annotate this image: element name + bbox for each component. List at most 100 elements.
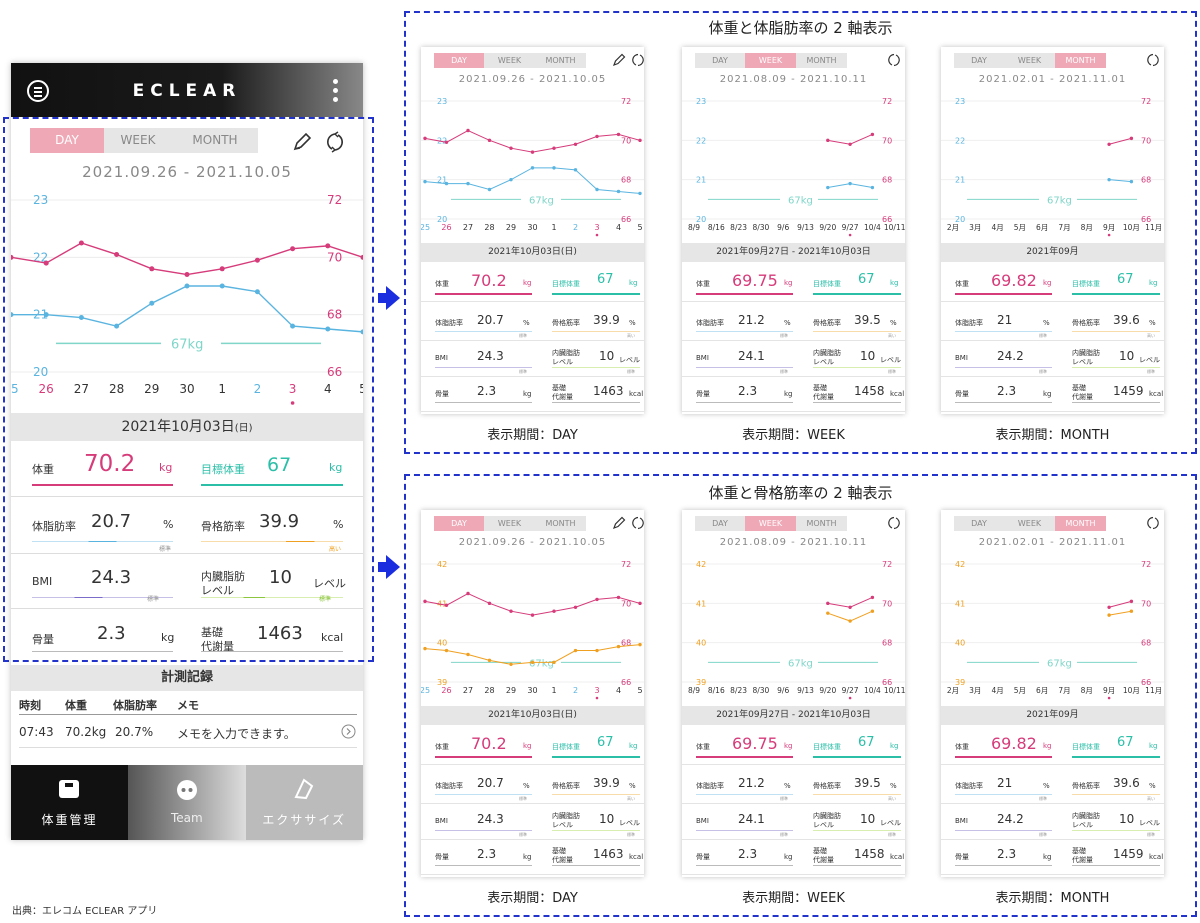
goal-value[interactable]: 67 bbox=[597, 735, 614, 750]
data-point bbox=[423, 179, 427, 184]
x-tick: 26 bbox=[441, 223, 451, 232]
x-tick: 6月 bbox=[1036, 686, 1048, 695]
refresh-icon[interactable] bbox=[1146, 516, 1160, 530]
x-tick: 2月 bbox=[947, 686, 959, 695]
menu-icon[interactable] bbox=[27, 80, 49, 102]
visceral-status: 標準 bbox=[627, 369, 635, 374]
x-tick: 5月 bbox=[1014, 686, 1026, 695]
tab-month[interactable]: MONTH bbox=[796, 516, 847, 531]
panel-week: DAY WEEK MONTH 2021.08.09 - 2021.10.11 23 72 2… bbox=[682, 47, 905, 414]
bone-value: 2.3 bbox=[477, 384, 497, 398]
records-title: 計測記録 bbox=[11, 665, 363, 691]
edit-icon[interactable] bbox=[291, 131, 313, 153]
weight-value: 69.82 bbox=[991, 271, 1037, 290]
data-point bbox=[595, 187, 599, 192]
edit-icon[interactable] bbox=[612, 53, 626, 67]
chevron-right-icon[interactable] bbox=[341, 724, 356, 739]
refresh-icon[interactable] bbox=[324, 131, 346, 153]
x-tick: 5月 bbox=[1014, 223, 1026, 232]
tab-day[interactable]: DAY bbox=[695, 516, 745, 531]
mini-chart[interactable]: 42 72 41 70 40 68 39 66 67kg 8/9 8/16 8/23 8/30 9/6 9/… bbox=[682, 555, 905, 700]
data-point bbox=[423, 136, 427, 141]
data-point bbox=[638, 642, 642, 647]
tab-week[interactable]: WEEK bbox=[745, 516, 796, 531]
tab-day[interactable]: DAY bbox=[434, 53, 484, 68]
x-tick: 4 bbox=[616, 223, 621, 232]
goal-value[interactable]: 67 bbox=[267, 454, 292, 476]
left-tick: 39 bbox=[437, 678, 447, 687]
mini-chart[interactable]: 42 72 41 70 40 68 39 66 67kg 25 26 27 28 29 30 1 2 3 4 5 bbox=[421, 555, 644, 700]
x-tick: 9/13 bbox=[797, 686, 814, 695]
bmr-value: 1458 bbox=[854, 384, 885, 398]
goal-value[interactable]: 67 bbox=[1117, 272, 1134, 287]
tab-day[interactable]: DAY bbox=[30, 128, 104, 153]
more-options-icon[interactable] bbox=[333, 79, 339, 106]
data-point bbox=[423, 646, 427, 651]
nav-exercise[interactable]: エクササイズ bbox=[245, 765, 363, 840]
mini-chart[interactable]: 23 72 22 70 21 68 20 66 67kg 2月 3月 4月 5月 6月 7月 8月 9月 10月 1… bbox=[941, 92, 1164, 237]
goal-value[interactable]: 67 bbox=[1117, 735, 1134, 750]
goal-unit: kg bbox=[1149, 742, 1158, 750]
tab-month[interactable]: MONTH bbox=[535, 516, 586, 531]
data-point bbox=[444, 140, 449, 144]
refresh-icon[interactable] bbox=[631, 53, 644, 67]
tab-week[interactable]: WEEK bbox=[745, 53, 796, 68]
right-tick: 66 bbox=[1141, 678, 1151, 687]
bone-scale bbox=[435, 865, 532, 866]
skeletal-label: 骨格筋率 bbox=[552, 319, 580, 327]
data-point bbox=[530, 660, 535, 665]
goal-value[interactable]: 67 bbox=[858, 735, 875, 750]
bmi-status: 標準 bbox=[1039, 369, 1047, 374]
mini-chart[interactable]: 42 72 41 70 40 68 39 66 67kg 2月 3月 4月 5月 6月 7月 8月 9月 10月 1… bbox=[941, 555, 1164, 700]
tab-day[interactable]: DAY bbox=[954, 516, 1004, 531]
mini-chart[interactable]: 23 72 22 70 21 68 20 66 67kg 8/9 8/16 8/23 8/30 9/6 9/… bbox=[682, 92, 905, 237]
tab-day[interactable]: DAY bbox=[434, 516, 484, 531]
nav-weight[interactable]: 体重管理 bbox=[11, 765, 129, 840]
record-memo[interactable]: メモを入力できます。 bbox=[177, 727, 296, 741]
tab-week[interactable]: WEEK bbox=[1004, 53, 1055, 68]
goal-value[interactable]: 67 bbox=[597, 272, 614, 287]
goal-unit: kg bbox=[890, 279, 899, 287]
tab-week[interactable]: WEEK bbox=[104, 128, 172, 153]
bodyfat-label: 体脂肪率 bbox=[696, 319, 724, 327]
tab-month[interactable]: MONTH bbox=[535, 53, 586, 68]
goal-label: 目標体重 bbox=[1072, 280, 1100, 288]
tab-day[interactable]: DAY bbox=[695, 53, 745, 68]
edit-icon[interactable] bbox=[612, 516, 626, 530]
skeletal-scale bbox=[1072, 794, 1160, 795]
bmi-value: 24.3 bbox=[477, 349, 504, 363]
tab-week[interactable]: WEEK bbox=[484, 53, 535, 68]
x-tick: 25 bbox=[421, 686, 430, 695]
refresh-icon[interactable] bbox=[1146, 53, 1160, 67]
weight-underline bbox=[955, 756, 1052, 758]
bmr-unit: kcal bbox=[890, 390, 905, 398]
weight-unit: kg bbox=[523, 742, 532, 750]
tab-week[interactable]: WEEK bbox=[1004, 516, 1055, 531]
data-point bbox=[509, 662, 513, 666]
x-tick: 8/16 bbox=[708, 686, 725, 695]
goal-label: 目標体重 bbox=[552, 280, 580, 288]
visceral-label: 内臓脂肪 bbox=[552, 812, 580, 820]
nav-team[interactable]: Team bbox=[128, 765, 246, 840]
refresh-icon[interactable] bbox=[631, 516, 644, 530]
tab-week[interactable]: WEEK bbox=[484, 516, 535, 531]
tab-month[interactable]: MONTH bbox=[1055, 516, 1106, 531]
data-point bbox=[509, 146, 513, 150]
goal-value[interactable]: 67 bbox=[858, 272, 875, 287]
nav-team-label: Team bbox=[170, 811, 203, 825]
refresh-icon[interactable] bbox=[887, 53, 901, 67]
data-point bbox=[11, 312, 14, 318]
tab-month[interactable]: MONTH bbox=[796, 53, 847, 68]
tab-month[interactable]: MONTH bbox=[1055, 53, 1106, 68]
divider bbox=[11, 553, 363, 554]
panel-caption: 表示期間：WEEK bbox=[742, 891, 845, 906]
refresh-icon[interactable] bbox=[887, 516, 901, 530]
x-tick: 5 bbox=[359, 382, 363, 396]
bmr-value: 1459 bbox=[1113, 847, 1144, 861]
data-point bbox=[616, 189, 621, 194]
tab-day[interactable]: DAY bbox=[954, 53, 1004, 68]
tab-month[interactable]: MONTH bbox=[172, 128, 258, 153]
bone-label: 骨量 bbox=[955, 853, 969, 861]
